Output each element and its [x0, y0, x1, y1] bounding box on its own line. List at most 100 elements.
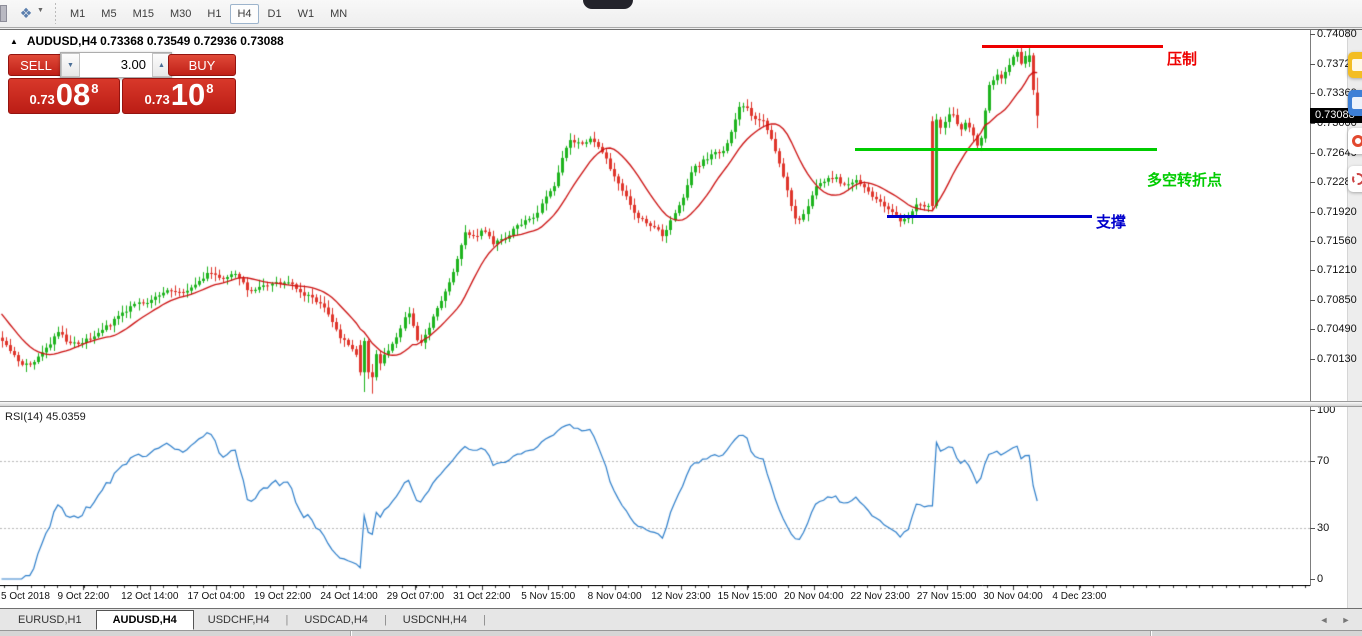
tab-eurusd-h1[interactable]: EURUSD,H1 [18, 614, 82, 626]
tabs-scroll-left-button[interactable]: ◄ [1319, 615, 1329, 625]
price-tick-0.73360: 0.73360 [1310, 87, 1357, 100]
time-tick-label: 29 Oct 07:00 [386, 591, 445, 602]
ask-big-digits: 10 [170, 77, 206, 112]
price-tick-0.70490: 0.70490 [1310, 323, 1357, 336]
time-tick-label: 5 Oct 2018 [1, 591, 50, 602]
tab-usdcad-h4[interactable]: USDCAD,H4 [304, 614, 368, 626]
camera-notch [583, 0, 633, 9]
cropped-toolbar-icon [0, 5, 7, 22]
time-tick-label: 22 Nov 23:00 [850, 591, 910, 602]
time-tick-label: 24 Oct 14:00 [320, 591, 378, 602]
pivot-annotation-label: 多空转折点 [1147, 172, 1223, 189]
rsi-tick-100: 100 [1309, 404, 1336, 416]
bid-big-digits: 08 [55, 77, 91, 112]
chart-symbol-label: AUDUSD,H4 [26, 34, 97, 48]
support-trendline[interactable] [887, 214, 1092, 218]
tile-windows-icon[interactable]: ❖ [19, 5, 33, 21]
volume-decrease-button[interactable]: ▼ [61, 53, 80, 77]
resistance-annotation-label: 压制 [1167, 51, 1198, 68]
timeframe-button-h4[interactable]: H4 [230, 4, 259, 24]
sell-button[interactable]: SELL [8, 54, 64, 76]
toolbar-separator [55, 3, 56, 24]
resistance-trendline[interactable] [982, 44, 1163, 48]
time-tick-label: 17 Oct 04:00 [187, 591, 245, 602]
tab-audusd-h4[interactable]: AUDUSD,H4 [95, 610, 194, 630]
timeframe-button-mn[interactable]: MN [330, 8, 348, 20]
chart-title: ▲ AUDUSD,H4 0.73368 0.73549 0.72936 0.73… [10, 34, 284, 48]
collapse-panel-icon[interactable]: ▲ [10, 37, 18, 46]
ask-pip-digit: 8 [206, 81, 214, 96]
status-bar [0, 630, 1362, 636]
pivot-trendline[interactable] [855, 148, 1157, 152]
rsi-chart-canvas[interactable] [0, 407, 1310, 585]
tab-separator: | [482, 614, 486, 626]
time-tick-label: 5 Nov 15:00 [521, 591, 576, 602]
price-tick-0.71210: 0.71210 [1310, 264, 1357, 277]
chart-window: ▲ AUDUSD,H4 0.73368 0.73549 0.72936 0.73… [0, 28, 1362, 609]
chart-ohlc-values: 0.73368 0.73549 0.72936 0.73088 [100, 34, 284, 48]
dropdown-caret-icon[interactable]: ▼ [37, 7, 44, 14]
shortcut-blue-icon[interactable] [1348, 90, 1362, 116]
price-tick-0.72280: 0.72280 [1310, 176, 1357, 189]
time-tick-label: 31 Oct 22:00 [453, 591, 511, 602]
tab-separator: | [383, 614, 387, 626]
time-tick-label: 15 Nov 15:00 [717, 591, 778, 602]
bid-pip-digit: 8 [91, 81, 99, 96]
shortcut-orange-circle-icon[interactable] [1348, 128, 1362, 154]
price-tick-0.70850: 0.70850 [1310, 293, 1357, 306]
volume-value[interactable]: 3.00 [120, 57, 146, 72]
rsi-tick-70: 70 [1309, 454, 1330, 467]
status-bar-separator [1150, 631, 1151, 636]
shortcut-blue-icon-glyph [1352, 97, 1362, 109]
trade-controls-row: SELL ▼ 3.00 ▲ BUY [8, 52, 236, 78]
support-annotation-label: 支撑 [1096, 214, 1127, 231]
price-tick-0.70130: 0.70130 [1310, 353, 1357, 366]
time-tick-label: 27 Nov 15:00 [916, 591, 977, 602]
timeframe-toolbar: M1 M5 M15 M30 H1 H4 D1 W1 MN [62, 2, 355, 26]
bid-price-panel[interactable]: 0.73 08 8 [8, 78, 120, 114]
buy-button[interactable]: BUY [168, 54, 236, 76]
timeframe-button-d1[interactable]: D1 [267, 8, 282, 20]
rsi-tick-0: 0 [1309, 573, 1324, 585]
price-tick-0.72640: 0.72640 [1310, 146, 1357, 159]
pane-splitter[interactable] [0, 401, 1362, 407]
price-axis-border [1310, 30, 1311, 586]
bid-prefix: 0.73 [29, 92, 55, 107]
chart-tab-strip: EURUSD,H1 AUDUSD,H4 USDCHF,H4 | USDCAD,H4 | US… [0, 608, 1362, 630]
shortcut-yellow-icon[interactable] [1348, 52, 1362, 78]
chart-tabs: EURUSD,H1 AUDUSD,H4 USDCHF,H4 | USDCAD,H4 | US… [4, 609, 488, 631]
price-tick-0.73720: 0.73720 [1310, 57, 1357, 70]
ask-price-panel[interactable]: 0.73 10 8 [122, 78, 236, 114]
time-tick-label: 30 Nov 04:00 [983, 591, 1043, 602]
tab-usdcnh-h4[interactable]: USDCNH,H4 [402, 614, 467, 626]
one-click-trading-panel: SELL ▼ 3.00 ▲ BUY 0.73 08 8 0.73 10 8 [8, 50, 236, 134]
time-axis-labels[interactable]: 5 Oct 2018 9 Oct 22:00 12 Oct 14:00 17 Oct … [0, 591, 1310, 605]
floating-shortcut-icons [1348, 52, 1362, 204]
shortcut-screenclip-icon-glyph [1352, 173, 1362, 185]
tabs-scroll-right-button[interactable]: ► [1341, 615, 1351, 625]
timeframe-button-m15[interactable]: M15 [132, 8, 154, 20]
time-tick-label: 12 Nov 23:00 [651, 591, 711, 602]
time-tick-label: 4 Dec 23:00 [1052, 591, 1107, 602]
tab-usdchf-h4[interactable]: USDCHF,H4 [207, 614, 270, 626]
timeframe-button-m5[interactable]: M5 [101, 8, 117, 20]
timeframe-button-w1[interactable]: W1 [297, 8, 315, 20]
time-tick-label: 20 Nov 04:00 [784, 591, 844, 602]
time-tick-label: 19 Oct 22:00 [253, 591, 312, 602]
volume-stepper: ▼ 3.00 ▲ [60, 52, 172, 78]
timeframe-button-m30[interactable]: M30 [169, 8, 192, 20]
timeframe-button-h1[interactable]: H1 [207, 8, 222, 20]
price-tick-0.71560: 0.71560 [1310, 235, 1357, 248]
ask-prefix: 0.73 [144, 92, 170, 107]
shortcut-orange-circle-icon-glyph [1352, 135, 1362, 147]
time-tick-label: 8 Nov 04:00 [587, 591, 642, 602]
toolbar: ❖ ▼ M1 M5 M15 M30 H1 H4 D1 W1 MN [0, 0, 1362, 28]
tab-separator: | [285, 614, 289, 626]
time-axis-ticks[interactable] [0, 585, 1310, 591]
shortcut-screenclip-icon[interactable] [1348, 166, 1362, 192]
price-tick-0.71920: 0.71920 [1310, 205, 1357, 218]
status-bar-separator [350, 631, 351, 636]
timeframe-button-m1[interactable]: M1 [70, 8, 86, 20]
shortcut-yellow-icon-glyph [1352, 59, 1362, 71]
time-tick-label: 12 Oct 14:00 [121, 591, 179, 602]
